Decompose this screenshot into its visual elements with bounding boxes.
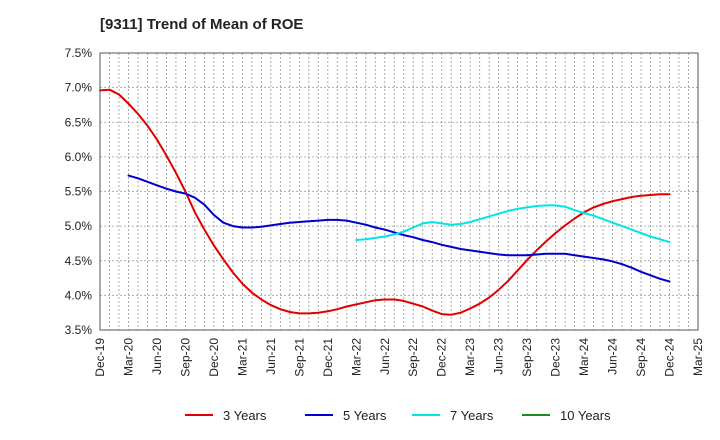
y-tick-label: 5.0% <box>65 219 93 233</box>
x-tick-label: Jun-20 <box>150 338 164 375</box>
x-tick-label: Mar-22 <box>349 338 363 376</box>
legend-label-5-years: 5 Years <box>343 408 387 423</box>
grid <box>100 53 698 330</box>
x-tick-label: Dec-20 <box>207 338 221 377</box>
series-line-3-years <box>99 88 671 316</box>
series-line-7-years <box>355 204 671 244</box>
x-tick-label: Jun-21 <box>264 338 278 375</box>
x-tick-label: Mar-23 <box>463 338 477 376</box>
legend: 3 Years 5 Years 7 Years 10 Years <box>185 408 611 423</box>
x-tick-label: Mar-21 <box>235 338 249 376</box>
y-axis: 7.5% 7.0% 6.5% 6.0% 5.5% 5.0% 4.5% 4.0% 3.5% <box>65 46 93 337</box>
x-tick-label: Sep-23 <box>520 338 534 377</box>
x-tick-label: Dec-21 <box>321 338 335 377</box>
x-tick-label: Jun-23 <box>492 338 506 375</box>
y-tick-label: 4.5% <box>65 254 93 268</box>
y-tick-label: 3.5% <box>65 323 93 337</box>
series-layer <box>99 88 671 316</box>
chart-title: [9311] Trend of Mean of ROE <box>100 16 303 33</box>
x-tick-label: Sep-24 <box>634 338 648 377</box>
x-tick-label: Mar-24 <box>577 338 591 376</box>
y-tick-label: 7.5% <box>65 46 93 60</box>
x-tick-label: Mar-25 <box>691 338 705 376</box>
x-tick-label: Dec-22 <box>435 338 449 377</box>
legend-label-7-years: 7 Years <box>450 408 494 423</box>
y-tick-label: 5.5% <box>65 185 93 199</box>
x-tick-label: Dec-19 <box>93 338 107 377</box>
y-tick-label: 6.0% <box>65 150 93 164</box>
legend-label-10-years: 10 Years <box>560 408 611 423</box>
y-tick-label: 6.5% <box>65 115 93 129</box>
y-tick-label: 7.0% <box>65 81 93 95</box>
y-tick-label: 4.0% <box>65 288 93 302</box>
legend-label-3-years: 3 Years <box>223 408 267 423</box>
x-tick-label: Dec-23 <box>549 338 563 377</box>
x-tick-label: Dec-24 <box>663 338 677 377</box>
x-tick-label: Jun-22 <box>378 338 392 375</box>
x-tick-label: Mar-20 <box>121 338 135 376</box>
x-tick-label: Sep-22 <box>406 338 420 377</box>
x-tick-label: Jun-24 <box>606 338 620 375</box>
x-axis: Dec-19 Mar-20 Jun-20 Sep-20 Dec-20 Mar-21 Jun-… <box>93 338 705 377</box>
x-tick-label: Sep-21 <box>292 338 306 377</box>
x-tick-label: Sep-20 <box>178 338 192 377</box>
plot-frame <box>99 52 699 331</box>
